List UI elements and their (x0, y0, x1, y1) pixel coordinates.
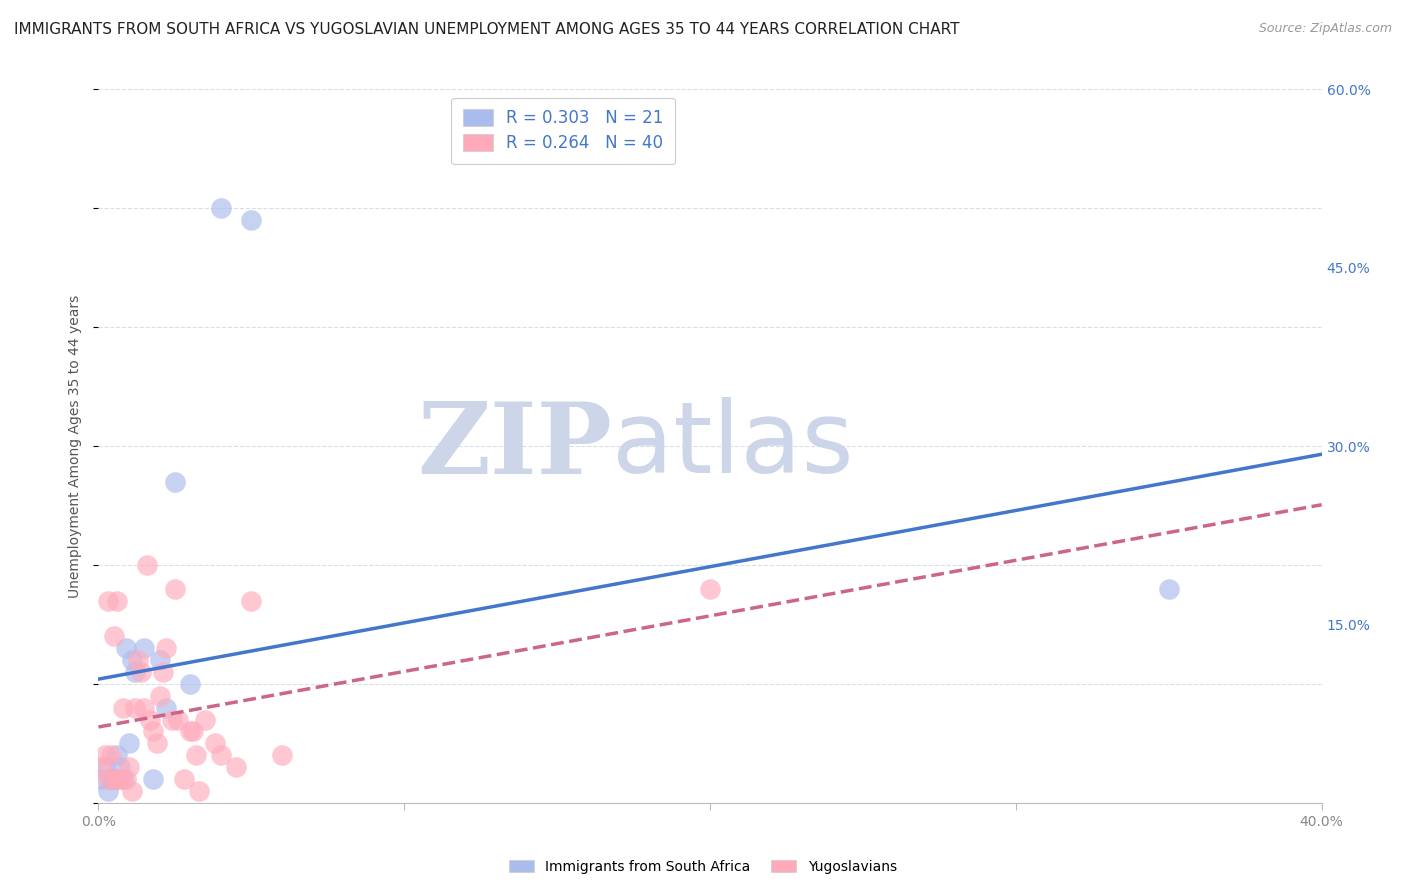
Point (155, 700, 177, 714)
Point (103, 629, 125, 643)
Point (115, 641, 138, 656)
Point (105, 748, 128, 763)
Point (163, 582, 186, 596)
Point (111, 772, 134, 786)
Point (270, 748, 292, 763)
Point (100, 772, 122, 786)
Point (194, 713, 217, 727)
Point (142, 724, 165, 739)
Point (108, 760, 131, 774)
Point (188, 784, 211, 798)
Point (111, 700, 134, 714)
Point (121, 653, 143, 667)
Point (152, 665, 174, 679)
Point (97, 772, 120, 786)
Point (136, 558, 159, 572)
Point (93, 760, 115, 774)
Point (149, 653, 172, 667)
Legend: R = 0.303   N = 21, R = 0.264   N = 40: R = 0.303 N = 21, R = 0.264 N = 40 (451, 97, 675, 164)
Point (103, 772, 125, 786)
Point (124, 700, 146, 714)
Text: IMMIGRANTS FROM SOUTH AFRICA VS YUGOSLAVIAN UNEMPLOYMENT AMONG AGES 35 TO 44 YEA: IMMIGRANTS FROM SOUTH AFRICA VS YUGOSLAV… (14, 22, 959, 37)
Point (240, 593, 263, 607)
Point (105, 772, 128, 786)
Point (105, 593, 128, 607)
Point (124, 665, 146, 679)
Point (97, 593, 120, 607)
Point (118, 736, 141, 750)
Point (97, 784, 120, 798)
Point (155, 641, 177, 656)
Point (209, 201, 232, 215)
Point (139, 713, 162, 727)
Point (115, 772, 138, 786)
Point (127, 653, 149, 667)
Point (134, 641, 156, 656)
Point (167, 713, 190, 727)
Point (142, 772, 165, 786)
Point (118, 760, 141, 774)
Point (699, 582, 721, 596)
Legend: Immigrants from South Africa, Yugoslavians: Immigrants from South Africa, Yugoslavia… (502, 853, 904, 880)
Point (90, 760, 112, 774)
Point (134, 700, 156, 714)
Point (1157, 582, 1180, 596)
Point (163, 475, 186, 489)
Point (225, 760, 247, 774)
Point (179, 677, 201, 691)
Point (100, 748, 122, 763)
Point (173, 772, 195, 786)
Point (108, 772, 131, 786)
Point (90, 772, 112, 786)
Point (121, 784, 143, 798)
Y-axis label: Unemployment Among Ages 35 to 44 years: Unemployment Among Ages 35 to 44 years (69, 294, 83, 598)
Text: atlas: atlas (612, 398, 853, 494)
Point (204, 736, 226, 750)
Point (129, 665, 152, 679)
Point (240, 213, 263, 227)
Point (179, 724, 201, 739)
Text: Source: ZipAtlas.com: Source: ZipAtlas.com (1258, 22, 1392, 36)
Point (186, 748, 208, 763)
Point (181, 724, 204, 739)
Point (103, 772, 125, 786)
Point (209, 748, 232, 763)
Point (145, 736, 167, 750)
Text: ZIP: ZIP (418, 398, 612, 494)
Point (93, 748, 115, 763)
Point (160, 713, 183, 727)
Point (149, 689, 172, 703)
